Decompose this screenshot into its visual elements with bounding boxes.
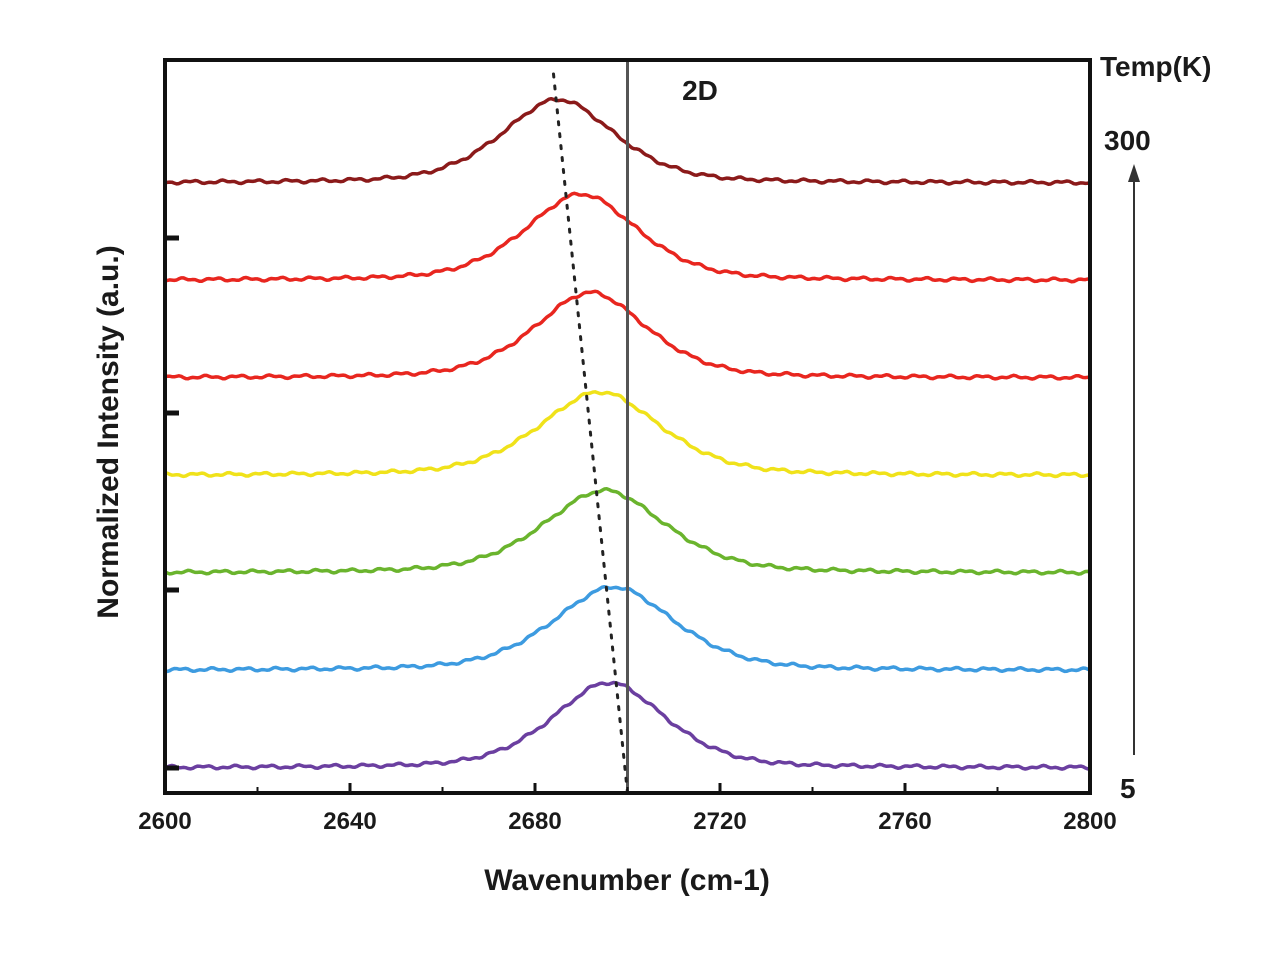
x-tick-label: 2800 [1063, 808, 1116, 835]
temp-min-label: 5 [1120, 773, 1136, 804]
x-axis-label: Wavenumber (cm-1) [484, 864, 770, 897]
x-tick-label: 2640 [323, 808, 376, 835]
x-tick-label: 2680 [508, 808, 561, 835]
peak-label: 2D [682, 75, 718, 106]
x-tick-label: 2600 [138, 808, 191, 835]
x-tick-label: 2720 [693, 808, 746, 835]
x-axis-ticks: 2600 2640 2680 2720 2760 2800 [138, 783, 1117, 835]
temp-max-label: 300 [1104, 125, 1151, 156]
y-axis-ticks [165, 235, 179, 771]
temp-arrow [1128, 164, 1140, 755]
temp-axis-label: Temp(K) [1100, 51, 1211, 82]
peak-shift-trend-line [552, 72, 629, 795]
y-axis-label: Normalized Intensity (a.u.) [92, 245, 125, 618]
x-tick-label: 2760 [878, 808, 931, 835]
